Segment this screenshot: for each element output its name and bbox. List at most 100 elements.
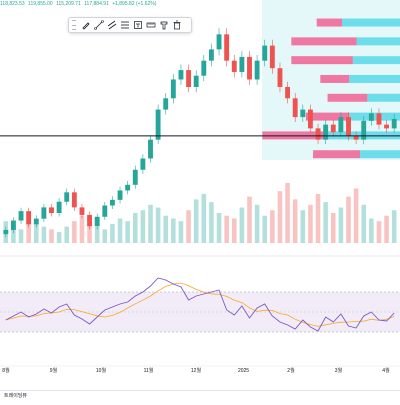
volume-bar — [87, 223, 92, 243]
volume-bar — [323, 202, 328, 243]
volume-bar — [26, 223, 31, 243]
time-axis-label: 3월 — [335, 367, 343, 374]
candle-body — [49, 207, 54, 214]
volume-bar — [376, 221, 382, 243]
volume-bar — [369, 218, 374, 243]
candle-body — [292, 98, 298, 118]
candle-body — [33, 218, 39, 225]
volume-bar — [72, 221, 77, 243]
volume-bar — [308, 204, 313, 243]
trend-line-icon[interactable] — [93, 19, 105, 31]
ohlc-open: 118,823.53 — [0, 1, 25, 7]
candle-body — [155, 109, 161, 140]
volume-bar — [171, 218, 176, 243]
volume-profile-row-down — [316, 18, 343, 27]
candle-body — [361, 120, 367, 140]
volume-profile-row-up — [349, 112, 400, 121]
candle-body — [216, 34, 222, 50]
volume-bar — [247, 196, 252, 243]
candle-body — [231, 60, 237, 72]
candle-body — [71, 192, 77, 208]
volume-bar — [292, 199, 298, 243]
volume-bar — [285, 183, 290, 243]
text-icon[interactable] — [132, 19, 144, 31]
candle-body — [277, 68, 283, 87]
candle-body — [186, 70, 192, 87]
candle-body — [254, 60, 260, 80]
drawing-toolbar[interactable] — [68, 17, 192, 33]
volume-bar — [384, 215, 389, 243]
volume-bar — [94, 226, 100, 243]
volume-profile-row-up — [367, 93, 400, 102]
volume-profile-row-down — [327, 93, 368, 102]
volume-bar — [201, 193, 207, 243]
volume-profile-row-up — [342, 18, 400, 27]
volume-bar — [277, 191, 283, 243]
time-axis-label: 2월 — [287, 367, 295, 374]
anchor-icon[interactable] — [158, 19, 170, 31]
footer-label: 트레이딩뷰 — [4, 393, 28, 399]
ohlc-close: 117,884.91 — [84, 1, 109, 7]
volume-profile-row-down — [291, 37, 357, 46]
volume-bar — [102, 229, 108, 243]
volume-bar — [56, 232, 62, 243]
candle-body — [41, 207, 47, 219]
candle-body — [391, 118, 397, 129]
volume-bar — [117, 218, 123, 243]
volume-bar — [353, 188, 359, 243]
candle-body — [353, 135, 359, 140]
volume-bar — [178, 221, 184, 243]
time-axis-label: 9월 — [50, 367, 58, 374]
volume-bar — [3, 221, 9, 243]
candle-body — [269, 45, 275, 69]
volume-bar — [224, 215, 229, 243]
candle-body — [338, 117, 344, 133]
volume-profile-row-up — [356, 37, 400, 46]
candle-body — [94, 216, 100, 227]
drag-handle-icon[interactable] — [72, 20, 77, 30]
candle-body — [18, 211, 24, 221]
volume-bar — [125, 221, 130, 243]
trash-icon[interactable] — [171, 19, 183, 31]
candle-body — [208, 49, 214, 61]
candle-body — [125, 184, 131, 191]
volume-profile-row-up — [352, 56, 400, 65]
candle-body — [307, 109, 313, 129]
channel-icon[interactable] — [106, 19, 118, 31]
volume-bar — [163, 215, 169, 243]
time-axis-label: 10월 — [96, 367, 107, 374]
time-axis-label: 11월 — [144, 367, 154, 374]
candle-body — [384, 124, 390, 129]
measure-icon[interactable] — [145, 19, 157, 31]
candle-body — [178, 70, 184, 80]
fib-retracement-icon[interactable] — [119, 19, 131, 31]
volume-bar — [79, 215, 85, 243]
candle-body — [3, 229, 9, 235]
candle-body — [64, 192, 70, 202]
volume-bar — [140, 210, 146, 243]
candle-body — [330, 124, 336, 133]
candle-body — [285, 87, 291, 99]
candle-body — [315, 128, 321, 140]
volume-bar — [193, 199, 199, 243]
pencil-icon[interactable] — [80, 19, 92, 31]
volume-bar — [239, 207, 245, 243]
candle-body — [109, 199, 115, 206]
candle-body — [10, 220, 16, 230]
rsi-line — [5, 277, 395, 332]
candle-body — [368, 113, 374, 121]
volume-bar — [64, 226, 70, 243]
candle-body — [262, 45, 268, 61]
ohlc-high: 119,855.00 — [28, 1, 53, 7]
volume-bar — [300, 210, 306, 243]
volume-profile-row-down — [291, 56, 353, 65]
candle-body — [56, 201, 62, 214]
candle-body — [247, 56, 252, 80]
candle-body — [26, 211, 32, 225]
volume-bar — [209, 202, 214, 243]
candle-body — [239, 56, 245, 72]
candle-body — [170, 79, 176, 99]
candle-body — [193, 75, 199, 87]
